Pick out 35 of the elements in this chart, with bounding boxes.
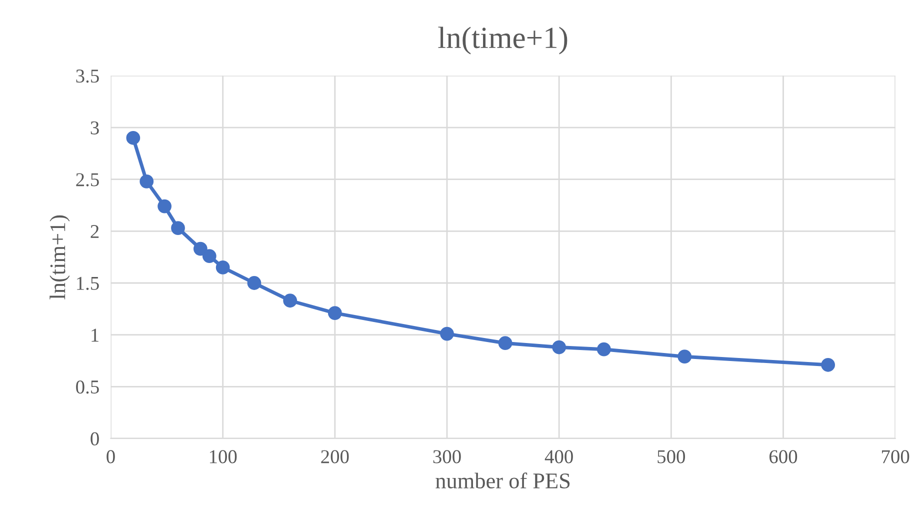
point (140, 174, 154, 188)
y-tick-label: 3 (90, 121, 99, 134)
x-tick-label: 100 (210, 450, 237, 464)
y-tick-label: 1.5 (77, 276, 99, 290)
y-tick-label: 0 (90, 432, 99, 446)
point (552, 340, 566, 354)
point (126, 130, 140, 145)
y-tick-label: 0.5 (76, 380, 99, 394)
point (171, 221, 185, 236)
point (328, 306, 342, 320)
x-tick-label: 0 (106, 450, 115, 464)
x-tick-label: 300 (433, 450, 461, 464)
x-tick-label: 200 (321, 450, 349, 464)
point (821, 358, 836, 372)
point (283, 294, 298, 308)
point (158, 199, 172, 214)
y-axis-title: ln(tim+1) (50, 215, 70, 300)
point (202, 249, 216, 263)
y-tick-label: 3.5 (76, 70, 99, 83)
point (216, 260, 230, 274)
point (498, 336, 512, 350)
y-tick-label: 2 (90, 225, 99, 238)
point (193, 242, 208, 256)
point (678, 350, 692, 364)
y-tick-label: 1 (92, 328, 98, 342)
x-tick-label: 400 (544, 450, 573, 464)
point (440, 326, 454, 341)
point (247, 276, 262, 290)
x-tick-label: 600 (769, 450, 798, 464)
x-tick-label: 500 (658, 450, 685, 464)
chart-title: ln(time+1) (438, 26, 568, 54)
x-tick-label: 700 (882, 450, 910, 464)
x-axis-title: number of PES (436, 472, 570, 488)
y-tick-label: 2.5 (76, 173, 99, 186)
point (596, 342, 611, 356)
